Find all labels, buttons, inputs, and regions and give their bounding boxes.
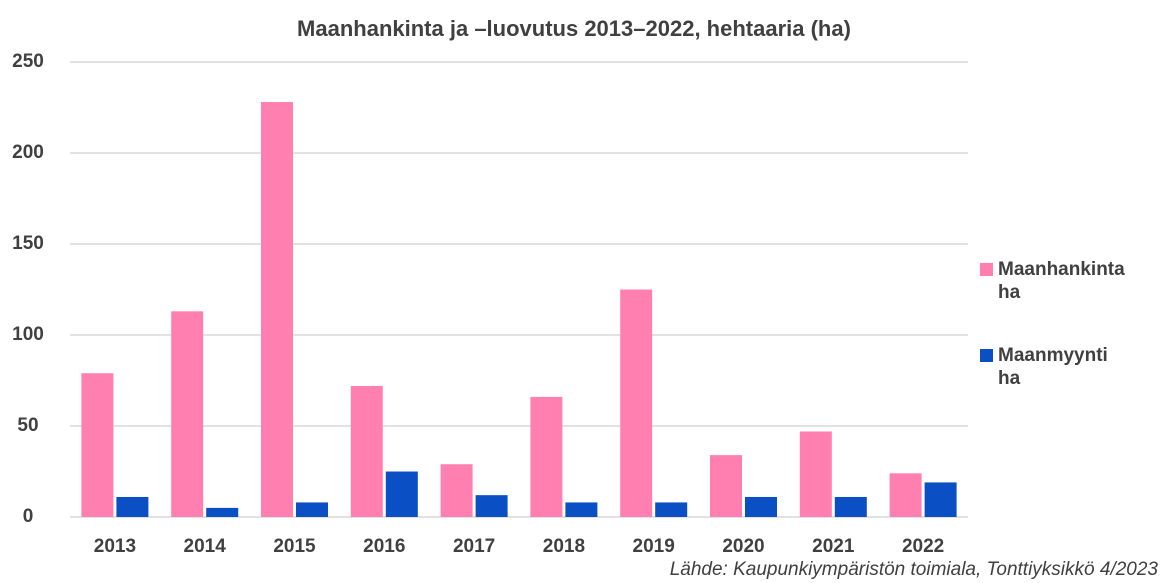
bar (385, 471, 418, 517)
source-note: Lähde: Kaupunkiympäristön toimiala, Tont… (670, 559, 1159, 580)
y-tick-label: 200 (12, 142, 44, 163)
y-tick-label: 0 (23, 506, 34, 527)
bar (171, 311, 204, 517)
y-tick-label: 150 (12, 233, 44, 254)
bar (530, 396, 563, 517)
bar (206, 507, 239, 517)
x-tick-label: 2018 (543, 536, 585, 557)
legend: Maanhankinta ha Maanmyynti ha (980, 258, 1160, 430)
bar (834, 496, 867, 517)
bar (116, 496, 149, 517)
bar (799, 431, 832, 517)
bar (81, 373, 114, 517)
x-tick-label: 2017 (453, 536, 495, 557)
bar (440, 464, 473, 517)
x-tick-label: 2014 (184, 536, 227, 557)
bar (745, 496, 777, 517)
bar (261, 102, 293, 517)
legend-label: Maanmyynti ha (998, 345, 1108, 389)
bar (889, 473, 922, 517)
y-tick-label: 250 (12, 51, 44, 72)
bar (710, 455, 742, 517)
bar (924, 482, 957, 517)
x-tick-label: 2016 (363, 536, 405, 557)
bar (296, 502, 328, 517)
bar (565, 502, 598, 517)
x-tick-label: 2021 (812, 536, 855, 557)
legend-swatch (980, 263, 993, 276)
bar (655, 502, 688, 517)
chart-title: Maanhankinta ja –luovutus 2013–2022, heh… (297, 16, 851, 41)
legend-item: Maanhankinta ha (980, 258, 1160, 304)
bar (350, 385, 383, 517)
x-tick-label: 2013 (94, 536, 136, 557)
legend-swatch (980, 349, 993, 362)
bar (475, 495, 508, 517)
y-tick-label: 50 (17, 415, 38, 436)
x-tick-label: 2015 (273, 536, 316, 557)
x-tick-label: 2019 (633, 536, 675, 557)
legend-item: Maanmyynti ha (980, 344, 1160, 390)
x-tick-label: 2022 (902, 536, 944, 557)
bar (620, 289, 653, 517)
legend-label: Maanhankinta ha (998, 259, 1125, 303)
y-tick-label: 100 (12, 324, 44, 345)
x-tick-label: 2020 (722, 536, 764, 557)
